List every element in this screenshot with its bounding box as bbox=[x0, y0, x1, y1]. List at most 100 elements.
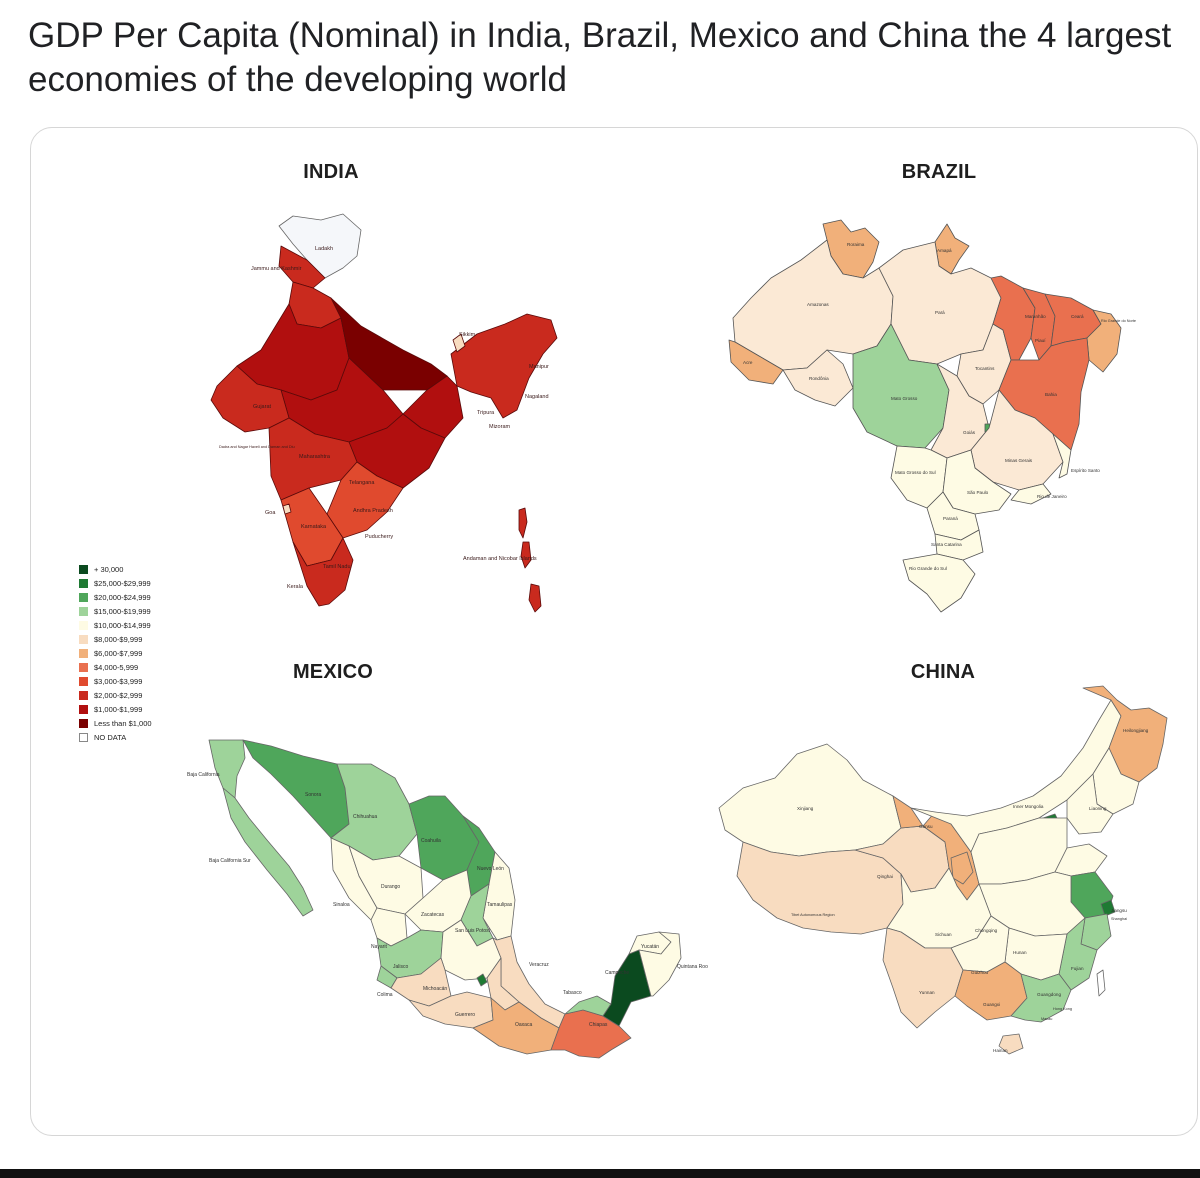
brazil-label-16: Mato Grosso do Sul bbox=[895, 470, 936, 475]
legend-label: $3,000-$3,999 bbox=[94, 676, 143, 686]
legend-item: $6,000-$7,999 bbox=[79, 646, 229, 660]
legend-label: $8,000-$9,999 bbox=[94, 634, 143, 644]
india-region-sikkim bbox=[452, 333, 466, 353]
legend-swatch bbox=[79, 564, 88, 574]
china-region-taiwan bbox=[1096, 969, 1106, 997]
mexico-label-8: Zacatecas bbox=[421, 912, 445, 918]
mexico-region-quintana-roo bbox=[638, 931, 682, 997]
brazil-region-northeast-coast bbox=[1086, 309, 1122, 373]
india-label-13: Andaman and Nicobar Islands bbox=[463, 556, 537, 562]
legend-swatch bbox=[79, 620, 88, 630]
india-region-nicobar bbox=[528, 583, 542, 613]
india-region-goa bbox=[282, 503, 292, 515]
china-region-heilongjiang bbox=[1082, 685, 1168, 783]
brazil-label-18: Rio de Janeiro bbox=[1037, 494, 1067, 499]
mexico-label-16: Guerrero bbox=[455, 1012, 475, 1018]
china-region-yunnan bbox=[882, 927, 964, 1029]
brazil-label-21: Rio Grande do Sul bbox=[909, 566, 947, 571]
legend-item: $2,000-$2,999 bbox=[79, 688, 229, 702]
china-label-1: Inner Mongolia bbox=[1013, 804, 1044, 809]
legend-item: $1,000-$1,999 bbox=[79, 702, 229, 716]
china-label-11: Yunnan bbox=[919, 990, 935, 995]
legend-label: Less than $1,000 bbox=[94, 718, 152, 728]
legend-item: $15,000-$19,999 bbox=[79, 604, 229, 618]
brazil-label-12: Bahia bbox=[1045, 392, 1057, 397]
china-map bbox=[718, 685, 1168, 1055]
mexico-label-6: Durango bbox=[381, 884, 400, 890]
india-label-7: Goa bbox=[265, 510, 276, 516]
mexico-label-13: Veracruz bbox=[529, 962, 549, 968]
china-label-17: Hong Kong bbox=[1053, 1007, 1072, 1011]
mexico-label-20: Yucatán bbox=[641, 944, 659, 950]
brazil-label-8: Acre bbox=[743, 360, 753, 365]
mexico-region-oaxaca bbox=[472, 997, 560, 1055]
india-label-5: Maharashtra bbox=[299, 454, 331, 460]
legend-swatch bbox=[79, 732, 88, 742]
india-label-3: Gujarat bbox=[253, 404, 272, 410]
china-region-hainan bbox=[998, 1033, 1024, 1055]
mexico-label-3: Coahuila bbox=[421, 838, 441, 844]
china-label-5: Qinghai bbox=[877, 874, 893, 879]
india-label-10: Kerala bbox=[287, 584, 304, 590]
mexico-label-17: Oaxaca bbox=[515, 1022, 532, 1028]
brazil-labels: Roraima Amapá Amazonas Pará Maranhão Cea… bbox=[743, 242, 1136, 571]
mexico-label-10: San Luis Potosí bbox=[455, 928, 491, 934]
india-region-south bbox=[292, 537, 354, 607]
legend-item: $3,000-$3,999 bbox=[79, 674, 229, 688]
india-label-6: Telangana bbox=[349, 480, 375, 486]
image-card[interactable]: INDIA BRAZIL MEXICO CHINA bbox=[30, 127, 1198, 1136]
india-region-andaman-2 bbox=[520, 541, 532, 569]
brazil-region-espirito-santo bbox=[1052, 433, 1072, 479]
china-label-2: Xinjiang bbox=[797, 806, 814, 811]
china-label-19: Hainan bbox=[993, 1048, 1008, 1053]
brazil-label-1: Amapá bbox=[937, 248, 952, 253]
brazil-map bbox=[728, 219, 1122, 613]
legend-label: + 30,000 bbox=[94, 564, 124, 574]
legend-label: $2,000-$2,999 bbox=[94, 690, 143, 700]
brazil-label-11: Tocantins bbox=[975, 366, 995, 371]
china-label-7: Jiangsu bbox=[1111, 908, 1127, 913]
china-label-15: Guangdong bbox=[1037, 992, 1061, 997]
mexico-labels: Baja California Sonora Chihuahua Coahuil… bbox=[187, 772, 708, 1028]
legend-item: $10,000-$14,999 bbox=[79, 618, 229, 632]
post-title: GDP Per Capita (Nominal) in India, Brazi… bbox=[28, 16, 1172, 99]
legend-item: Less than $1,000 bbox=[79, 716, 229, 730]
india-label-8: Karnataka bbox=[301, 524, 327, 530]
mexico-region-baja-california bbox=[208, 739, 246, 799]
china-region-liaoning bbox=[1066, 773, 1114, 835]
legend-item: $25,000-$29,999 bbox=[79, 576, 229, 590]
legend-label: $15,000-$19,999 bbox=[94, 606, 151, 616]
india-region-ladakh bbox=[278, 213, 362, 279]
china-label-16: Fujian bbox=[1071, 966, 1084, 971]
legend-label: $1,000-$1,999 bbox=[94, 704, 143, 714]
india-label-2: Sikkim bbox=[459, 332, 476, 338]
brazil-label-19: Paraná bbox=[943, 516, 958, 521]
mexico-label-22: Campeche bbox=[605, 970, 629, 976]
brazil-label-6: Rio Grande do Norte bbox=[1101, 319, 1136, 323]
legend-label: $4,000-5,999 bbox=[94, 662, 139, 672]
brazil-label-17: São Paulo bbox=[967, 490, 989, 495]
mexico-label-14: Colima bbox=[377, 992, 393, 998]
legend-swatch bbox=[79, 704, 88, 714]
legend-swatch bbox=[79, 578, 88, 588]
brazil-label-9: Rondônia bbox=[809, 376, 829, 381]
legend-item: NO DATA bbox=[79, 730, 229, 744]
india-label-11: Tamil Nadu bbox=[323, 564, 351, 570]
china-label-8: Shanghai bbox=[1111, 917, 1127, 921]
bottom-bar bbox=[0, 1169, 1200, 1178]
india-labels: Ladakh Jammu and Kashmir Sikkim Gujarat … bbox=[219, 246, 549, 590]
china-label-14: Guangxi bbox=[983, 1002, 1000, 1007]
maps-canvas: Ladakh Jammu and Kashmir Sikkim Gujarat … bbox=[187, 213, 1168, 1059]
india-region-northeast bbox=[450, 313, 558, 419]
mexico-label-21: Quintana Roo bbox=[677, 964, 708, 970]
china-region-xinjiang bbox=[718, 743, 902, 857]
mexico-label-1: Sonora bbox=[305, 792, 321, 798]
mexico-label-19: Tabasco bbox=[563, 990, 582, 996]
brazil-label-14: Minas Gerais bbox=[1005, 458, 1033, 463]
china-region-shanghai bbox=[1100, 899, 1116, 917]
mexico-label-18: Chiapas bbox=[589, 1022, 608, 1028]
india-label-14: Tripura bbox=[477, 410, 495, 416]
mexico-label-9: Tamaulipas bbox=[487, 902, 513, 908]
mexico-label-15: Michoacán bbox=[423, 986, 447, 992]
legend-swatch bbox=[79, 606, 88, 616]
